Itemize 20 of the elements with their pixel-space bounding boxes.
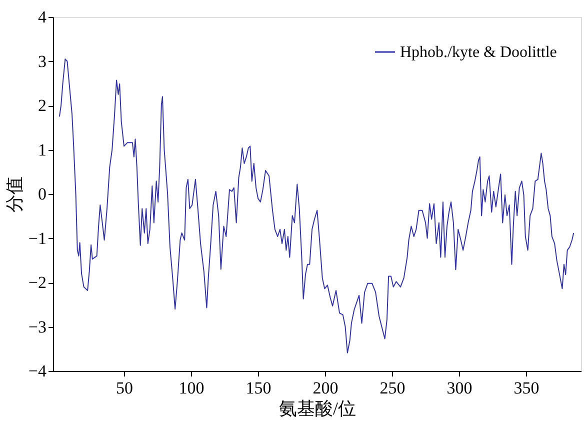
- y-tick-label: −2: [28, 273, 46, 292]
- y-tick-label: 0: [38, 184, 46, 204]
- x-tick-label: 300: [446, 378, 472, 398]
- y-tick-label: 4: [38, 8, 47, 26]
- y-tick-label: 1: [38, 140, 46, 160]
- x-tick-label: 250: [380, 378, 406, 398]
- y-tick-label: 2: [38, 96, 46, 115]
- y-tick-label: 3: [38, 52, 46, 71]
- x-tick-label: 350: [514, 378, 540, 398]
- y-tick-label: −3: [28, 317, 46, 336]
- y-axis-title: 分值: [4, 176, 24, 212]
- x-tick-label: 100: [178, 378, 204, 398]
- y-tick-label: −4: [28, 362, 47, 380]
- legend-label: Hphob./kyte & Doolittle: [400, 44, 557, 61]
- y-tick-label: −1: [28, 228, 46, 248]
- x-tick-label: 200: [312, 378, 338, 398]
- line-series: [58, 58, 574, 354]
- x-tick-label: 50: [116, 378, 134, 398]
- x-axis-title: 氨基酸/位: [278, 398, 356, 418]
- x-tick-label: 150: [246, 378, 272, 398]
